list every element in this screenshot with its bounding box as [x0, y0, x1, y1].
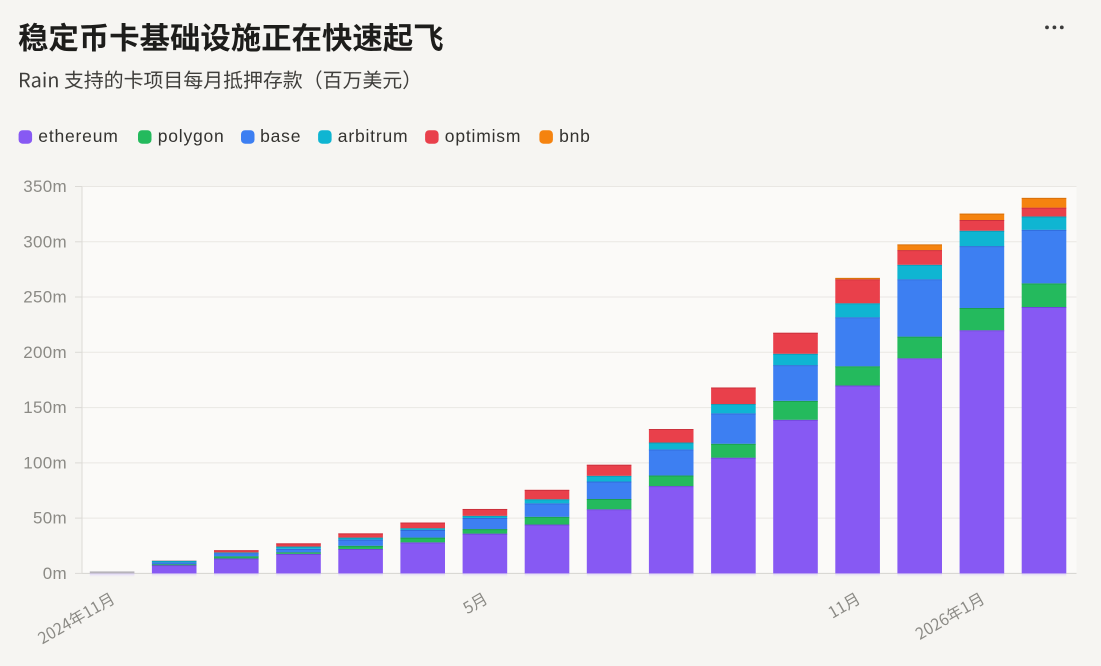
svg-text:arbitrum: arbitrum — [338, 126, 409, 146]
svg-text:300m: 300m — [23, 232, 67, 251]
svg-text:50m: 50m — [33, 509, 67, 528]
svg-text:250m: 250m — [23, 288, 67, 307]
svg-text:optimism: optimism — [445, 126, 521, 146]
svg-text:0m: 0m — [43, 564, 67, 583]
svg-text:150m: 150m — [23, 398, 67, 417]
svg-text:ethereum: ethereum — [38, 126, 118, 146]
svg-text:bnb: bnb — [559, 126, 591, 146]
svg-text:350m: 350m — [23, 177, 67, 196]
svg-text:polygon: polygon — [158, 126, 225, 146]
svg-text:100m: 100m — [23, 453, 67, 472]
svg-text:base: base — [260, 126, 301, 146]
svg-text:200m: 200m — [23, 343, 67, 362]
